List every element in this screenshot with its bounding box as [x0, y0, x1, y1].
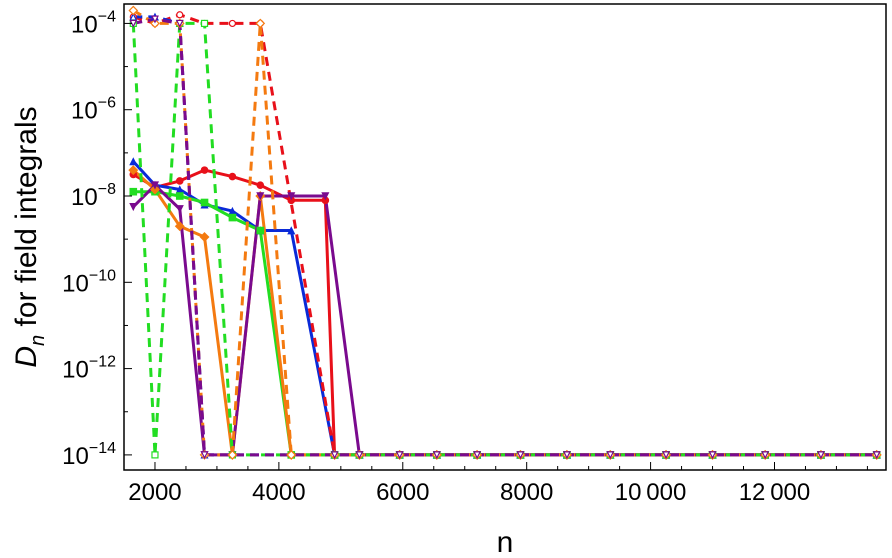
- y-tick-label: 10−6: [71, 95, 116, 125]
- data-point: [175, 177, 184, 185]
- data-point: [256, 192, 265, 201]
- x-tick-label: 6000: [376, 479, 429, 506]
- y-axis-title: Dn for field integrals: [10, 106, 49, 367]
- y-axis-title-subscript: n: [27, 335, 49, 346]
- y-tick-label: 10−8: [71, 181, 116, 211]
- data-point: [562, 451, 571, 460]
- y-tick-label: 10−14: [62, 440, 116, 470]
- y-tick-base: 10: [62, 443, 89, 470]
- y-tick-label: 10−4: [71, 8, 116, 38]
- data-point: [129, 187, 138, 196]
- y-tick-exponent: −4: [98, 8, 116, 25]
- y-tick-label: 10−10: [62, 267, 116, 297]
- x-tick-label: 12 000: [739, 479, 811, 506]
- y-tick-exponent: −6: [98, 95, 116, 112]
- data-point: [174, 221, 185, 232]
- data-point: [175, 205, 184, 214]
- data-point: [473, 451, 482, 460]
- data-point: [816, 451, 825, 460]
- data-point: [321, 192, 330, 201]
- data-point: [872, 451, 881, 460]
- y-tick-base: 10: [62, 357, 89, 384]
- data-point: [175, 19, 184, 28]
- x-axis-title: n: [497, 526, 514, 558]
- y-tick-base: 10: [71, 11, 98, 38]
- data-point: [708, 451, 717, 460]
- data-point: [255, 18, 266, 29]
- data-point: [662, 451, 671, 460]
- series-line-7: [131, 21, 877, 457]
- y-tick-exponent: −12: [89, 354, 116, 371]
- y-axis-title-symbol: D: [10, 346, 43, 368]
- data-point: [150, 181, 160, 190]
- data-point: [199, 232, 210, 242]
- data-point: [151, 15, 159, 24]
- data-point: [200, 451, 209, 460]
- data-point: [128, 5, 139, 16]
- x-axis: 2000 4000 6000 8000 10 000 12 000: [128, 462, 868, 506]
- data-point: [150, 184, 160, 195]
- x-tick-label: 4000: [252, 479, 305, 506]
- data-point: [228, 213, 237, 222]
- data-point: [355, 451, 364, 460]
- x-tick-label: 2000: [128, 479, 181, 506]
- y-tick-exponent: −10: [89, 267, 116, 284]
- data-point: [256, 181, 265, 190]
- plot-markers-layer: [128, 5, 882, 460]
- y-tick-base: 10: [71, 184, 98, 211]
- y-axis-title-text: for field integrals: [10, 106, 43, 334]
- data-point: [151, 451, 159, 459]
- plot-frame: [123, 3, 887, 471]
- data-point: [129, 157, 138, 166]
- data-point: [287, 226, 296, 235]
- data-point: [287, 192, 296, 201]
- data-point: [606, 451, 615, 460]
- data-point: [200, 198, 209, 207]
- data-point: [286, 450, 297, 460]
- data-point: [176, 11, 184, 19]
- data-point: [128, 165, 139, 176]
- data-point: [227, 450, 238, 460]
- data-point: [432, 451, 441, 460]
- data-point: [330, 451, 339, 460]
- y-tick-label: 10−12: [62, 354, 116, 384]
- y-tick-exponent: −8: [98, 181, 116, 198]
- y-tick-base: 10: [62, 270, 89, 297]
- data-point: [129, 202, 138, 212]
- data-point: [516, 451, 525, 460]
- data-point: [175, 192, 184, 200]
- data-point: [228, 172, 237, 181]
- x-tick-label: 8000: [500, 479, 553, 506]
- y-tick-exponent: −14: [89, 440, 116, 457]
- data-point: [200, 19, 209, 28]
- x-tick-label: 10 000: [615, 479, 687, 506]
- data-point: [395, 451, 404, 460]
- y-tick-base: 10: [71, 98, 98, 125]
- data-point: [256, 226, 265, 235]
- data-point: [228, 19, 237, 28]
- data-point: [200, 166, 209, 174]
- data-point: [761, 451, 770, 460]
